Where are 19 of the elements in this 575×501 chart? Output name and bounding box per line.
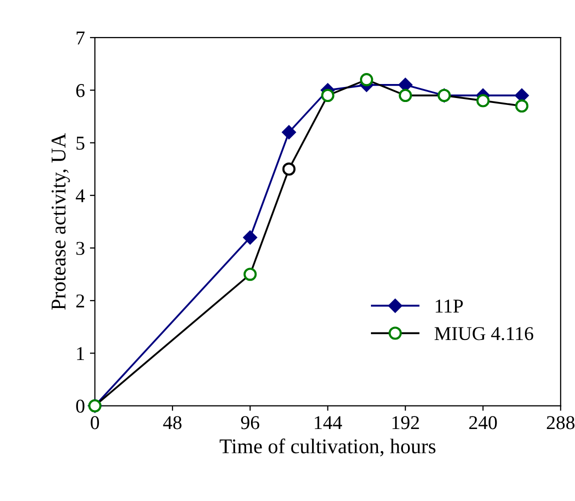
x-tick-label: 144 bbox=[314, 416, 342, 430]
x-tick-label: 48 bbox=[163, 416, 182, 430]
y-tick-label: 2 bbox=[76, 294, 84, 308]
y-tick-label: 0 bbox=[76, 400, 84, 413]
x-tick-label: 0 bbox=[90, 416, 99, 430]
y-tick-label: 5 bbox=[76, 136, 84, 150]
legend-label: 11P bbox=[436, 300, 463, 313]
y-axis-title: Protease activity, UA bbox=[52, 133, 70, 310]
y-tick-label: 3 bbox=[76, 242, 84, 255]
y-tick-label: 1 bbox=[77, 347, 84, 360]
y-tick-label: 4 bbox=[76, 189, 85, 202]
x-axis-title: Time of cultivation, hours bbox=[220, 438, 436, 456]
x-tick-label: 96 bbox=[241, 416, 260, 430]
x-tick-label: 192 bbox=[392, 416, 419, 430]
x-tick-label: 288 bbox=[546, 416, 574, 430]
legend-label: MIUG 4.116 bbox=[434, 327, 534, 340]
y-tick-label: 7 bbox=[76, 32, 85, 44]
x-tick-label: 240 bbox=[469, 416, 497, 430]
y-tick-label: 6 bbox=[76, 84, 85, 98]
